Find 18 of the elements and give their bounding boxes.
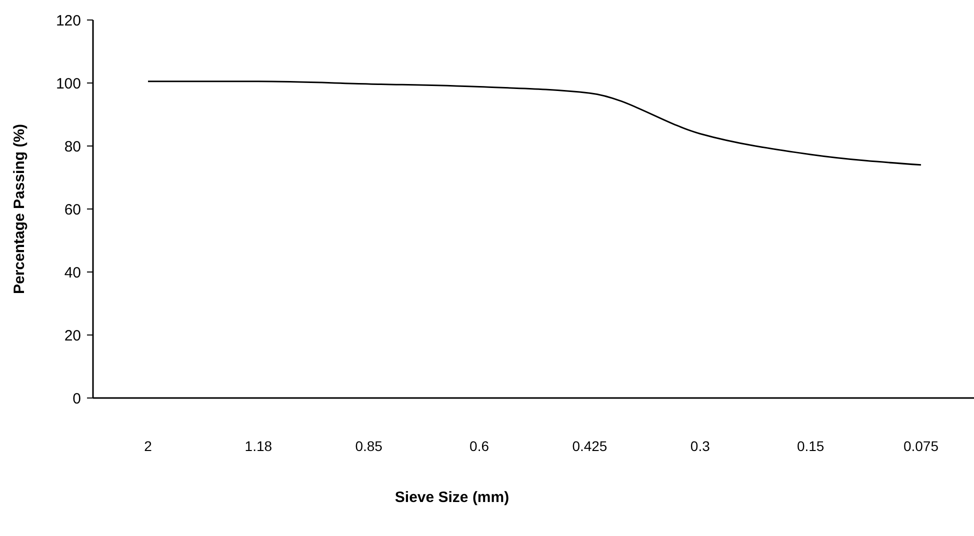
x-tick-label: 0.85 [355, 438, 383, 454]
y-tick-label: 60 [64, 201, 81, 218]
y-tick-label: 40 [64, 264, 81, 282]
y-tick-label: 100 [56, 75, 81, 92]
y-tick-label: 120 [56, 12, 81, 30]
y-tick-label: 20 [64, 327, 81, 344]
x-tick-label: 2 [144, 438, 152, 454]
x-tick-label: 1.18 [244, 438, 272, 454]
y-tick-label: 0 [72, 390, 81, 408]
line-series [147, 80, 922, 166]
y-axis-title: Percentage Passing (%) [11, 124, 28, 294]
x-tick-label: 0.3 [690, 438, 710, 454]
x-tick-label: 0.425 [572, 438, 608, 454]
x-tick-label: 0.075 [903, 438, 939, 454]
x-tick-label: 0.15 [796, 438, 824, 454]
y-tick-label: 80 [64, 138, 81, 156]
x-axis-title: Sieve Size (mm) [394, 489, 510, 506]
x-tick-label: 0.6 [470, 438, 490, 454]
